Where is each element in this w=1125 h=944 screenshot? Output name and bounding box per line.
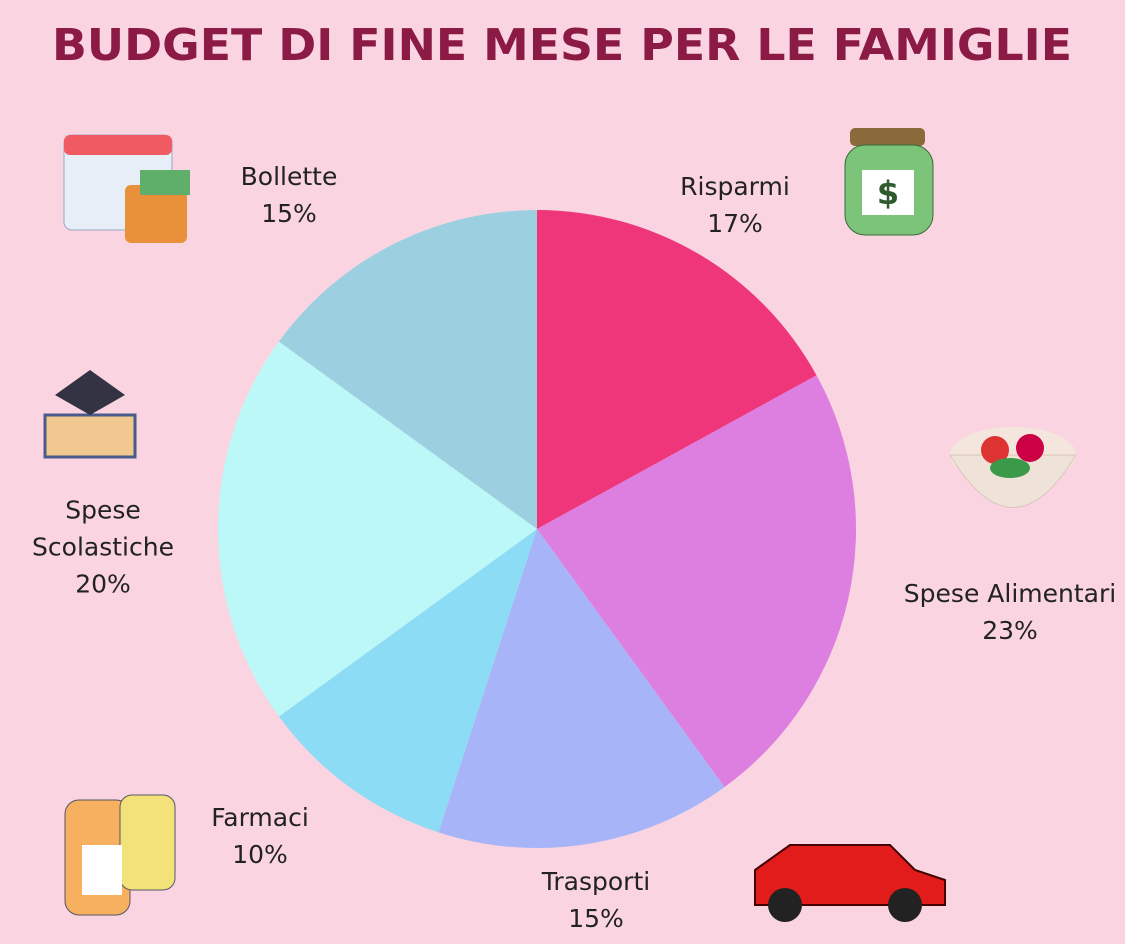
slice-label: Bollette 15% [169,158,409,232]
icon-books [43,370,137,459]
category-label: Spese Alimentari [903,579,1117,608]
value-label: 17% [707,209,763,238]
pie-slice [278,210,537,529]
chart-title: BUDGET DI FINE MESE PER LE FAMIGLIE [52,20,1072,71]
icon-calendar [63,134,190,243]
category-label: Risparmi [680,172,790,201]
pie-slice [537,375,856,788]
slice-label: Farmaci 10% [140,799,380,873]
pie-slice [278,529,537,833]
category-label: Trasporti [541,867,651,896]
icon-car [754,844,946,922]
slice-label: Spese Scolastiche 20% [18,492,188,603]
icon-pills [64,794,176,916]
svg-text:$: $ [877,174,899,212]
slice-label: Trasporti 15% [476,863,716,937]
value-label: 20% [75,569,131,599]
value-label: 10% [232,840,288,869]
value-label: 15% [568,904,624,933]
slice-label: Risparmi 17% [615,168,855,242]
value-label: 23% [982,616,1038,645]
pie-slice [218,341,537,717]
value-label: 15% [261,199,317,228]
icon-jar: $ [844,128,934,236]
category-label: Bollette [240,162,338,191]
category-label: Farmaci [211,803,309,832]
category-label: Spese Scolastiche [32,495,174,562]
pie-slice [537,210,817,529]
pie-slice [438,529,725,848]
icon-bowl [949,427,1077,508]
slice-label: Spese Alimentari 23% [890,575,1125,649]
